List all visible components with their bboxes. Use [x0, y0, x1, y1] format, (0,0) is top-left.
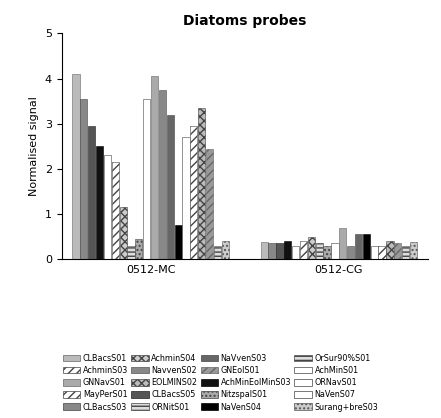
Bar — [96, 146, 103, 259]
Bar — [339, 227, 346, 259]
Bar — [316, 243, 323, 259]
Bar — [323, 246, 331, 259]
Bar — [214, 246, 221, 259]
Bar — [198, 108, 206, 259]
Bar — [72, 74, 80, 259]
Bar — [292, 246, 299, 259]
Bar — [183, 137, 190, 259]
Bar — [135, 239, 142, 259]
Bar — [394, 243, 401, 259]
Bar — [167, 115, 174, 259]
Bar — [175, 225, 182, 259]
Bar — [143, 99, 150, 259]
Bar — [284, 241, 292, 259]
Bar — [190, 126, 198, 259]
Y-axis label: Normalised signal: Normalised signal — [30, 97, 39, 196]
Bar — [402, 246, 409, 259]
Bar — [269, 243, 276, 259]
Bar — [300, 241, 307, 259]
Bar — [88, 126, 95, 259]
Bar — [277, 243, 284, 259]
Bar — [120, 207, 127, 259]
Bar — [378, 246, 386, 259]
Bar — [363, 234, 370, 259]
Legend: CLBacsS01, AchminS03, GNNavS01, MayPerS01, CLBacsS03, AchminS04, NavvenS02, EOLM: CLBacsS01, AchminS03, GNNavS01, MayPerS0… — [60, 351, 381, 414]
Bar — [355, 234, 362, 259]
Bar — [80, 99, 87, 259]
Bar — [347, 246, 354, 259]
Bar — [370, 246, 378, 259]
Bar — [308, 237, 315, 259]
Bar — [261, 242, 268, 259]
Bar — [112, 162, 119, 259]
Bar — [386, 241, 393, 259]
Bar — [151, 76, 158, 259]
Bar — [127, 246, 135, 259]
Bar — [104, 155, 111, 259]
Bar — [222, 241, 229, 259]
Bar — [331, 243, 339, 259]
Bar — [410, 242, 417, 259]
Bar — [159, 90, 166, 259]
Bar — [206, 148, 213, 259]
Title: Diatoms probes: Diatoms probes — [183, 14, 306, 28]
